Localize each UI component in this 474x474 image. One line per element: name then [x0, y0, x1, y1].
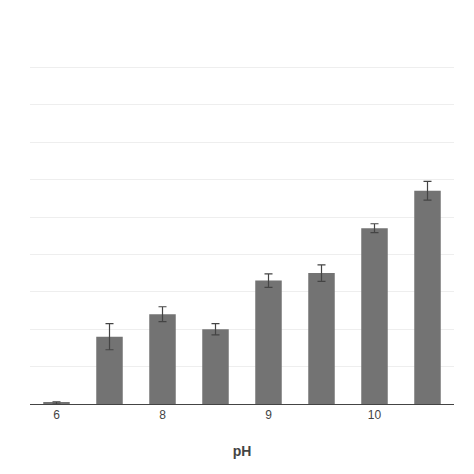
- svg-text:8: 8: [159, 408, 166, 422]
- svg-text:pH: pH: [233, 443, 252, 459]
- svg-text:10: 10: [368, 408, 382, 422]
- svg-text:9: 9: [265, 408, 272, 422]
- svg-text:6: 6: [53, 408, 60, 422]
